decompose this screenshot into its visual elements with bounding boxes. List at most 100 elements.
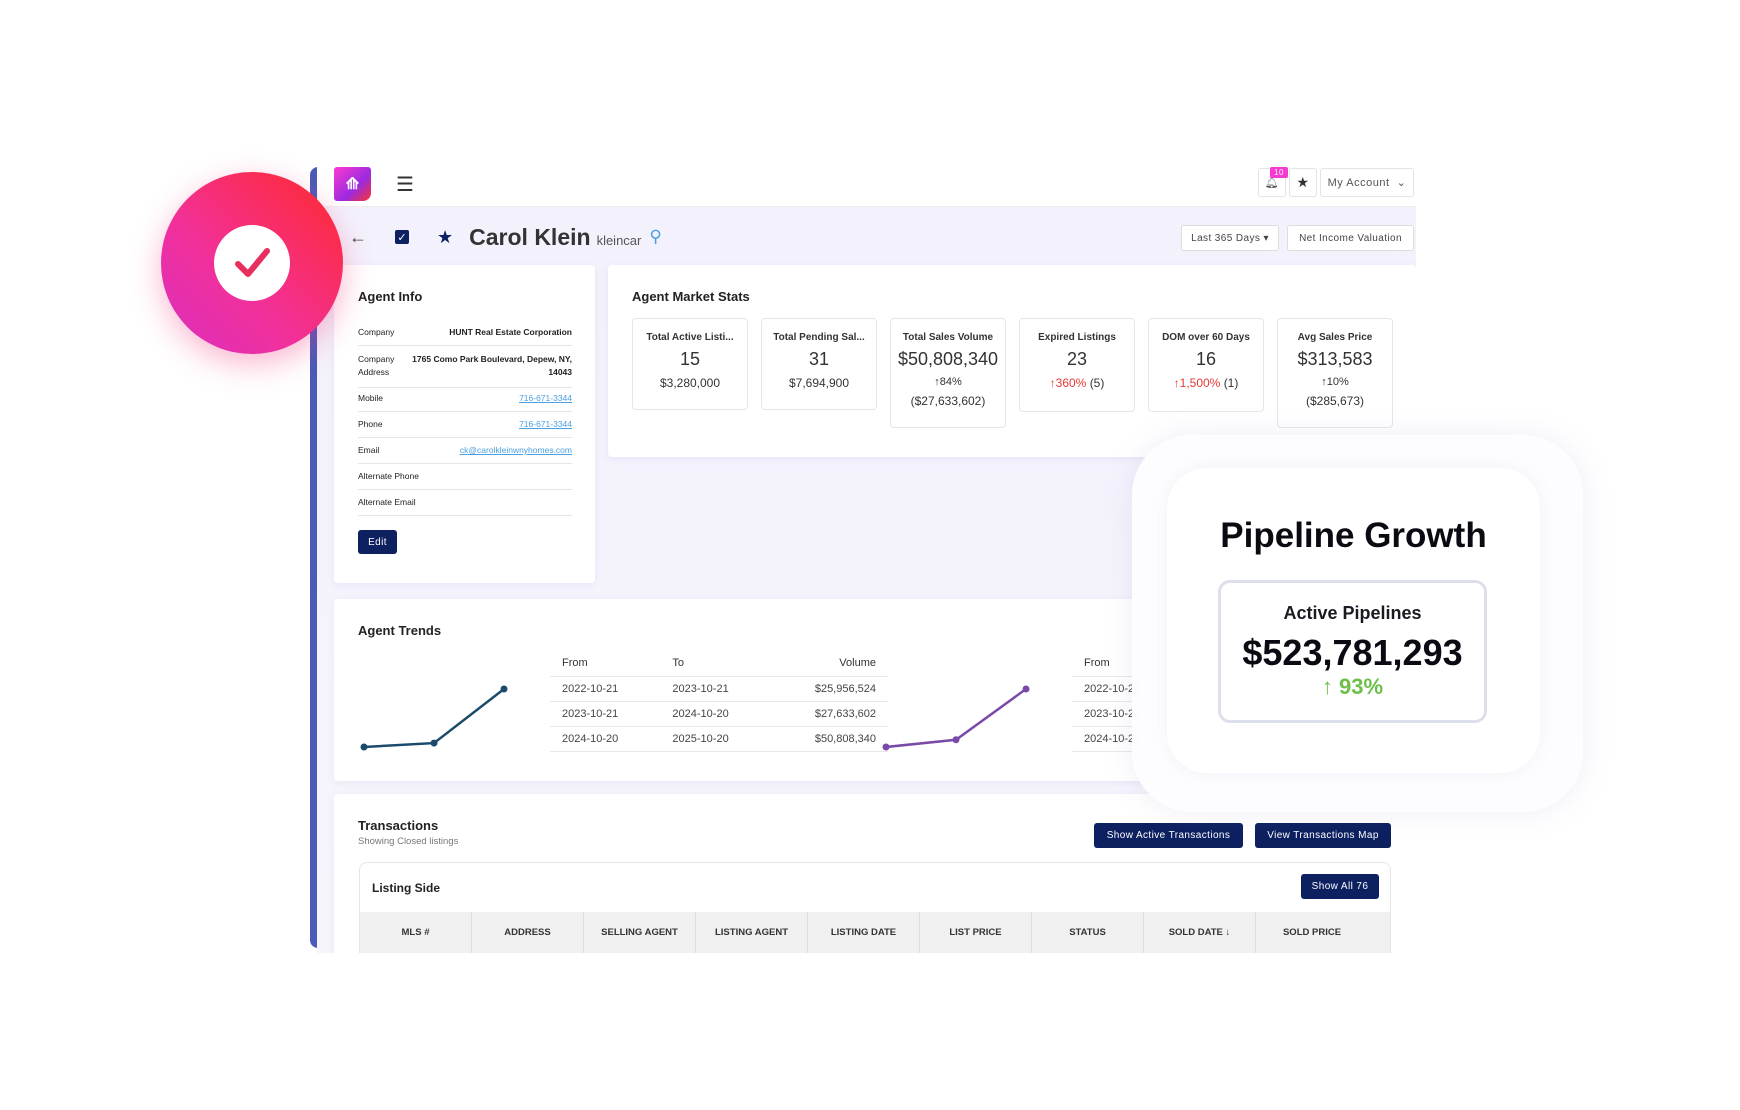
page-header: ← ✓ ★ Carol Klein kleincar ⚲ [349,222,662,252]
stat-label: Total Sales Volume [902,332,994,343]
table-row: 2022-10-21 2023-10-21 $25,956,524 [550,676,888,702]
info-row-company: Company HUNT Real Estate Corporation [358,327,572,346]
sparkline-point [1022,685,1030,693]
back-arrow-icon[interactable]: ← [349,226,367,247]
stat-label: Total Pending Sal... [773,332,865,343]
info-label: Email [358,445,380,455]
date-range-dropdown[interactable]: Last 365 Days ▾ [1181,225,1279,251]
col-list-price[interactable]: LIST PRICE [920,912,1032,953]
transactions-card: Transactions Showing Closed listings Sho… [334,794,1416,953]
col-address[interactable]: ADDRESS [472,912,584,953]
active-pipelines-change: ↑ 93% [1321,674,1384,699]
info-row-mobile: Mobile 716-671-3344 [358,393,572,412]
stat-prev: ($27,633,602) [910,394,986,408]
edit-button[interactable]: Edit [358,530,397,554]
col-selling-agent[interactable]: SELLING AGENT [584,912,696,953]
favorite-star-icon[interactable]: ★ [437,226,454,247]
select-checkbox[interactable]: ✓ [395,230,409,244]
active-pipelines-label: Active Pipelines [1283,603,1422,623]
search-icon[interactable]: ⚲ [649,227,662,246]
mobile-link[interactable]: 716-671-3344 [519,393,572,403]
table-row: 2024-10-20 2025-10-20 $50,808,340 [550,726,888,752]
stat-label: DOM over 60 Days [1162,332,1250,343]
agent-info-title: Agent Info [358,289,423,304]
stat-label: Avg Sales Price [1297,332,1373,343]
info-value: HUNT Real Estate Corporation [449,327,572,337]
col-listing-agent[interactable]: LISTING AGENT [696,912,808,953]
trend-sparkline-volume [360,685,508,751]
view-transactions-map-button[interactable]: View Transactions Map [1255,823,1391,848]
top-bar: ⟰ ☰ 🔔︎ 10 ★ My Account ⌄ [317,160,1416,207]
show-all-button[interactable]: Show All 76 [1301,874,1379,899]
sidebar-edge [310,167,318,948]
stat-label: Total Active Listi... [646,332,734,343]
info-label: Alternate Email [358,497,416,507]
menu-icon[interactable]: ☰ [396,174,414,196]
stat-value: $50,808,340 [897,349,999,369]
stat-sales-volume[interactable]: Total Sales Volume $50,808,340 ↑84% ($27,63… [890,318,1006,428]
account-label: My Account [1327,176,1390,189]
info-label: Company Address [358,354,395,377]
stat-prev: ($285,673) [1305,394,1365,408]
info-row-phone: Phone 716-671-3344 [358,419,572,438]
stat-sub: $3,280,000 [659,376,721,390]
info-row-address: Company Address 1765 Como Park Boulevard,… [358,353,572,388]
favorites-button[interactable]: ★ [1289,168,1317,197]
stat-expired-listings[interactable]: Expired Listings 23 ↑360% (5) [1019,318,1135,412]
stat-sub: $7,694,900 [788,376,850,390]
info-label: Company [358,327,395,337]
stat-active-listings[interactable]: Total Active Listi... 15 $3,280,000 [632,318,748,410]
agent-trends-title: Agent Trends [358,623,442,638]
active-pipelines-box: Active Pipelines $523,781,293 ↑ 93% [1218,580,1487,723]
chevron-down-icon: ⌄ [1396,177,1407,189]
agent-username: kleincar [596,232,642,248]
bell-icon: 🔔︎ [1264,177,1280,189]
success-badge [161,172,343,354]
info-label: Mobile [358,393,384,403]
col-status[interactable]: STATUS [1032,912,1144,953]
my-account-dropdown[interactable]: My Account ⌄ [1320,168,1414,197]
stat-avg-sales-price[interactable]: Avg Sales Price $313,583 ↑10% ($285,673) [1277,318,1393,428]
stat-change: ↑10% [1321,376,1349,388]
info-row-alt-phone: Alternate Phone [358,471,572,490]
range-label: Last 365 Days [1191,232,1261,244]
info-label: Phone [358,419,383,429]
phone-link[interactable]: 716-671-3344 [519,419,572,429]
checkmark-icon [214,225,290,301]
caret-down-icon: ▾ [1263,232,1269,244]
pipeline-growth-card: Pipeline Growth Active Pipelines $523,78… [1167,468,1540,773]
agent-info-card: Agent Info Company HUNT Real Estate Corpo… [334,265,595,583]
col-mls[interactable]: MLS # [360,912,472,953]
stat-dom-over-60[interactable]: DOM over 60 Days 16 ↑1,500% (1) [1148,318,1264,412]
stat-value: 15 [679,349,701,369]
agent-name: Carol Klein [469,223,591,250]
stat-value: 23 [1066,349,1088,369]
col-sold-price[interactable]: SOLD PRICE [1282,927,1342,938]
stat-change: ↑84% [934,376,962,388]
app-window: ⟰ ☰ 🔔︎ 10 ★ My Account ⌄ ← ✓ ★ Carol Klei… [317,160,1416,953]
sparkline-point [882,743,890,751]
info-row-alt-email: Alternate Email [358,497,572,516]
net-income-valuation-button[interactable]: Net Income Valuation [1287,225,1414,251]
email-link[interactable]: ck@carolkleinwnyhomes.com [459,445,572,455]
transactions-subtitle: Showing Closed listings [358,836,459,847]
table-row: 2023-10-21 2024-10-20 $27,633,602 [550,701,888,727]
col-sold-date[interactable]: SOLD DATE ↓ [1144,912,1256,953]
sparkline-point [430,739,438,747]
listing-side-panel: Listing Side Show All 76 MLS # ADDRESS S… [359,862,1391,953]
listing-table-header: MLS # ADDRESS SELLING AGENT LISTING AGEN… [360,912,1390,953]
col-listing-date[interactable]: LISTING DATE [808,912,920,953]
show-active-transactions-button[interactable]: Show Active Transactions [1094,823,1243,848]
transactions-title: Transactions [358,818,439,833]
stat-pending-sales[interactable]: Total Pending Sal... 31 $7,694,900 [761,318,877,410]
notifications-button[interactable]: 🔔︎ 10 [1258,167,1288,197]
sparkline-point [952,736,960,744]
stat-extra: (1) [1223,376,1239,390]
stat-value: 16 [1195,349,1217,369]
pipeline-growth-overlay: Pipeline Growth Active Pipelines $523,78… [1132,435,1583,812]
stat-value: $313,583 [1297,349,1373,369]
market-stats-title: Agent Market Stats [632,289,750,304]
app-logo[interactable]: ⟰ [334,167,371,201]
info-label: Alternate Phone [358,471,419,481]
col-to: To [660,651,771,677]
